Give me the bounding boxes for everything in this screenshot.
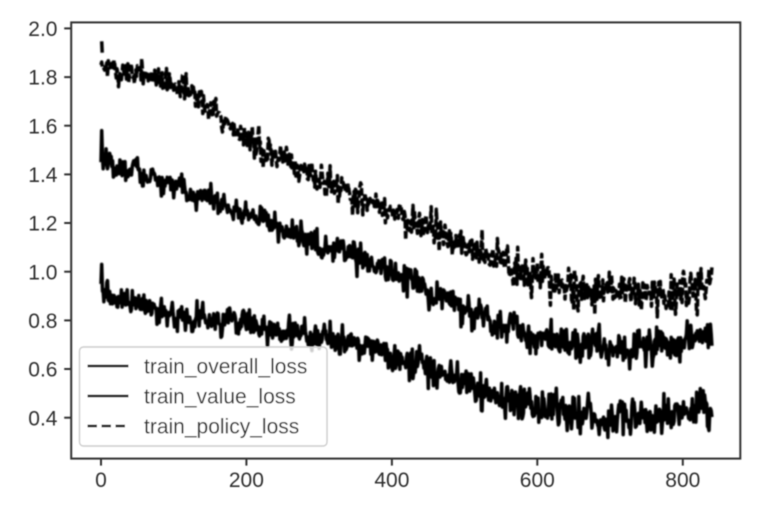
svg-text:600: 600 xyxy=(520,469,555,492)
svg-text:1.4: 1.4 xyxy=(28,164,58,187)
svg-text:0: 0 xyxy=(95,469,107,492)
svg-text:train_value_loss: train_value_loss xyxy=(144,385,296,408)
svg-text:train_overall_loss: train_overall_loss xyxy=(144,355,307,378)
svg-text:1.0: 1.0 xyxy=(28,261,57,284)
svg-text:2.0: 2.0 xyxy=(28,18,57,41)
svg-text:0.6: 0.6 xyxy=(28,359,57,382)
svg-text:1.2: 1.2 xyxy=(28,213,57,236)
svg-text:0.4: 0.4 xyxy=(28,407,58,430)
svg-text:400: 400 xyxy=(374,469,409,492)
svg-text:0.8: 0.8 xyxy=(28,310,57,333)
svg-text:200: 200 xyxy=(229,469,264,492)
svg-text:1.6: 1.6 xyxy=(28,115,57,138)
svg-text:800: 800 xyxy=(665,469,700,492)
svg-text:train_policy_loss: train_policy_loss xyxy=(144,415,299,438)
svg-text:1.8: 1.8 xyxy=(28,67,57,90)
